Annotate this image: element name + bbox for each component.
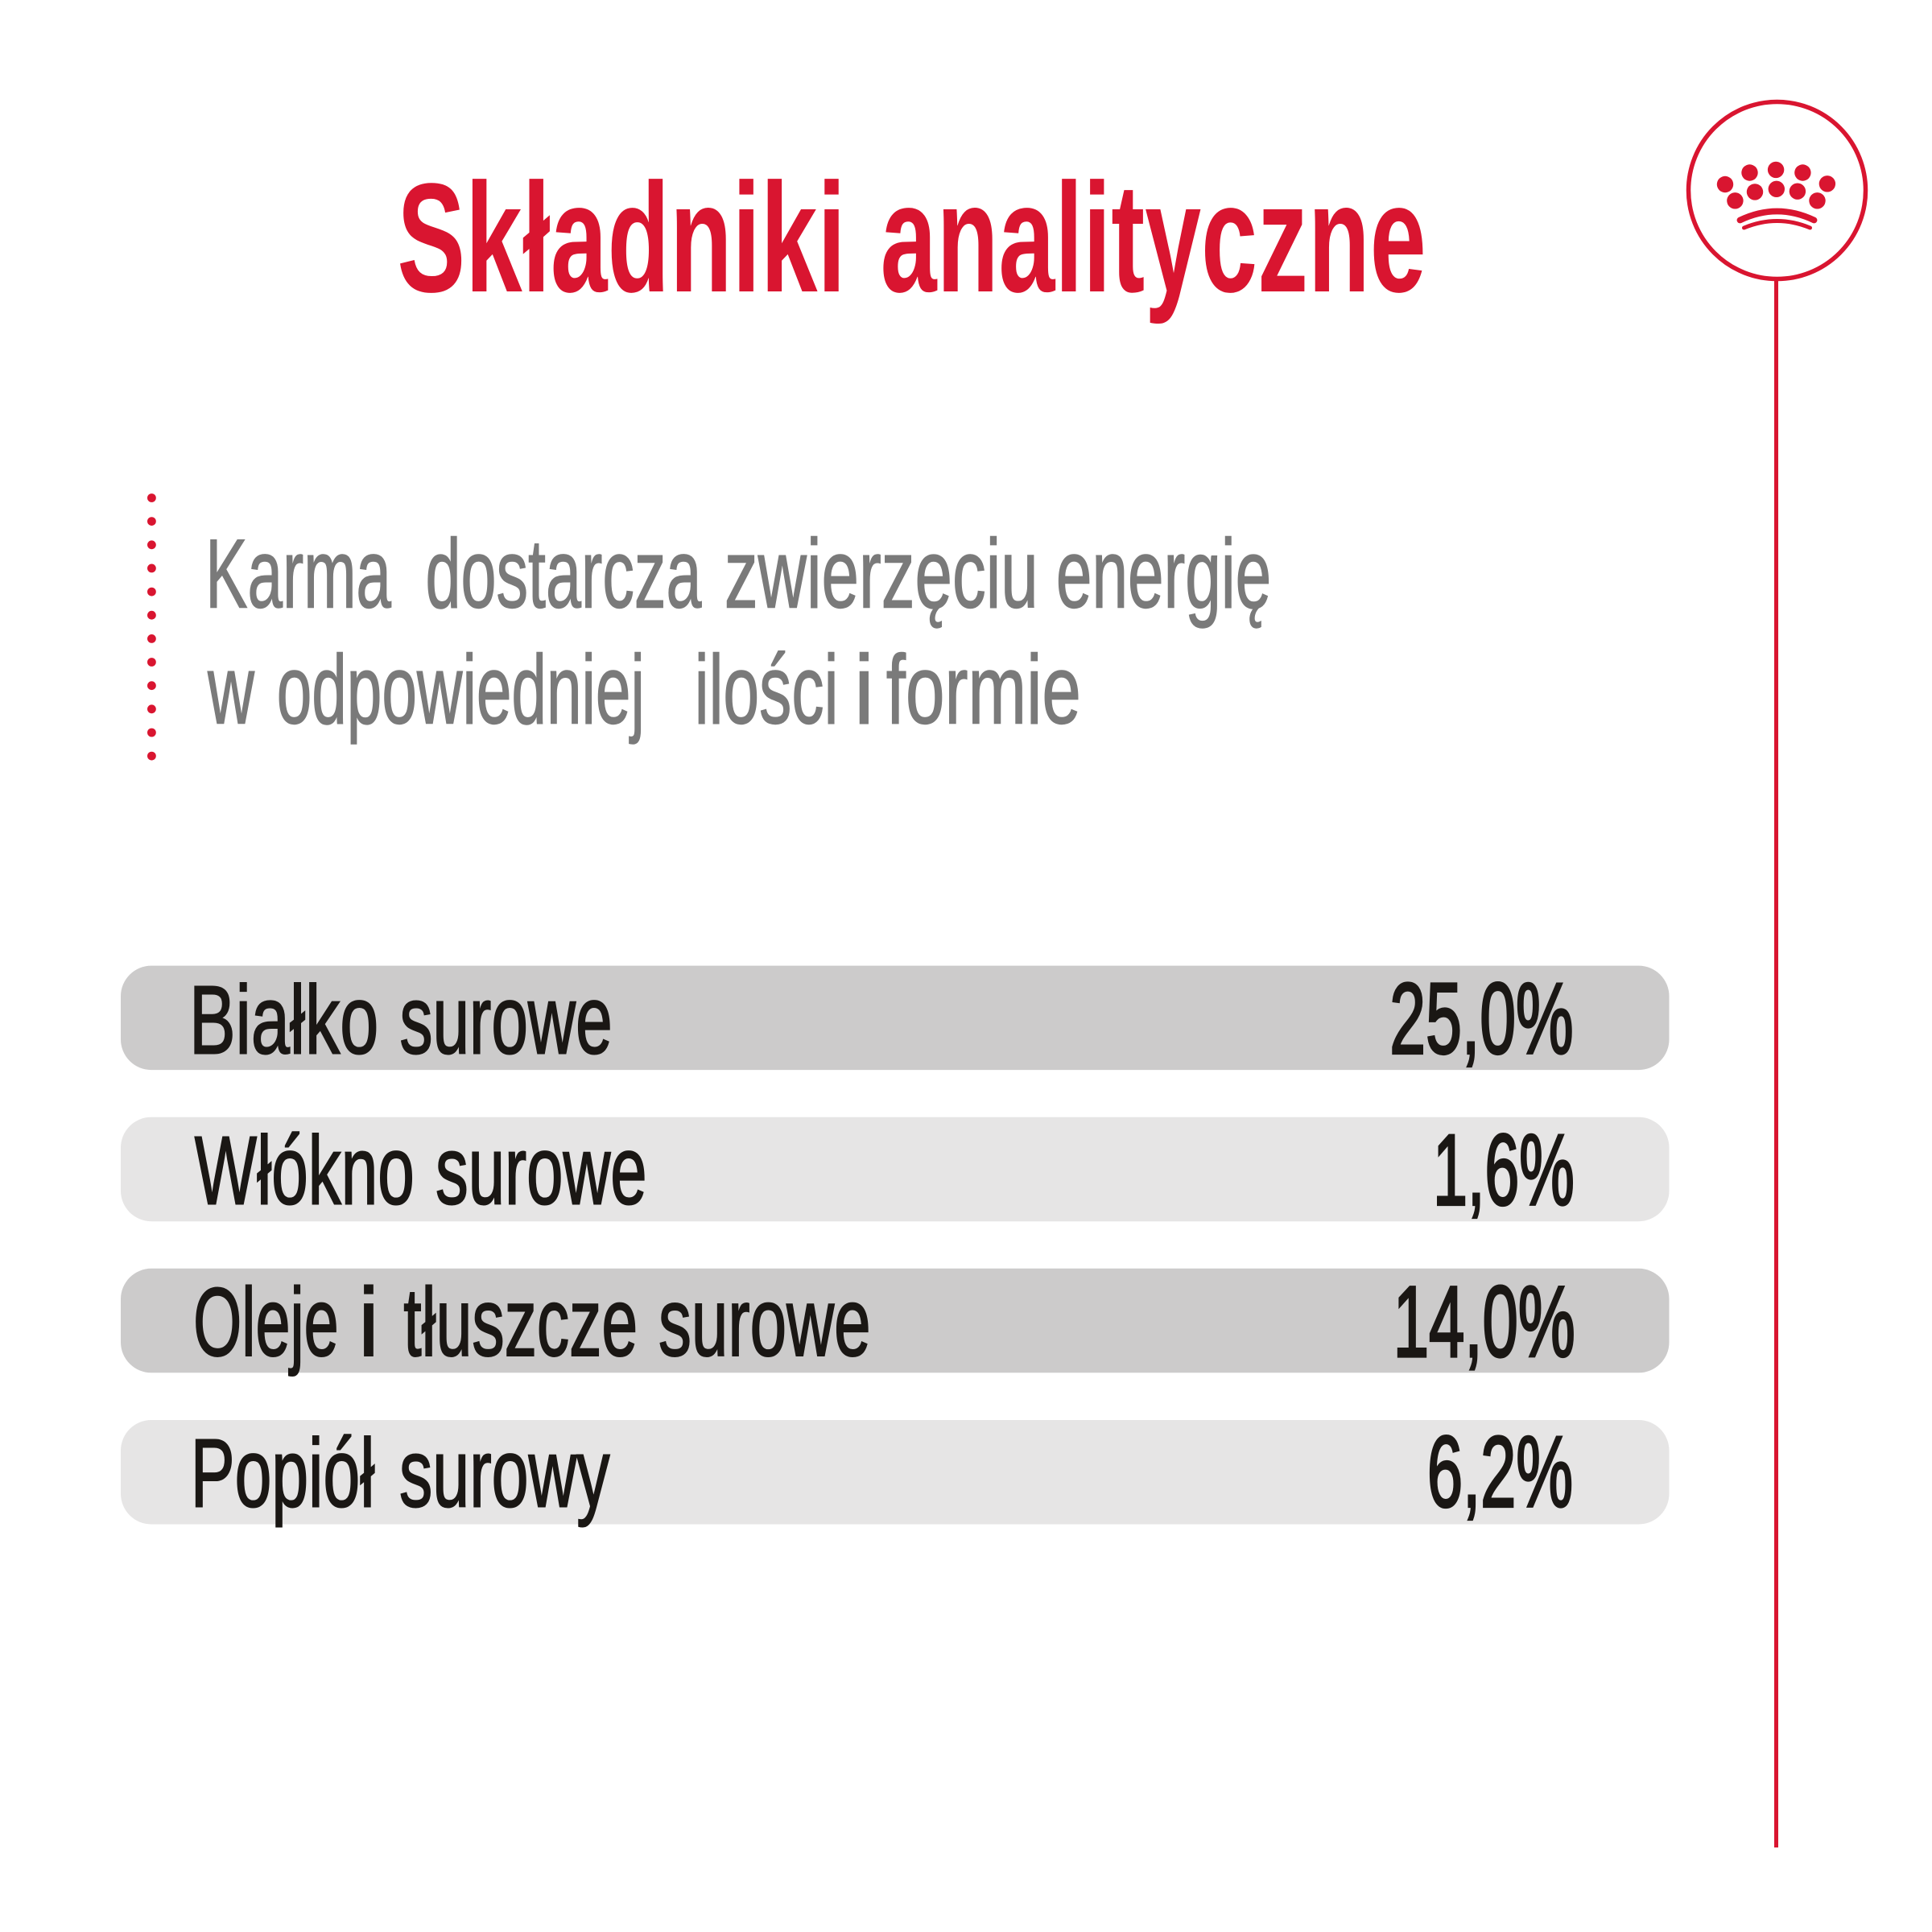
svg-text:Składniki: Składniki (397, 151, 845, 324)
svg-text:i: i (854, 634, 874, 744)
svg-text:1,6%: 1,6% (1433, 1115, 1575, 1227)
svg-text:formie: formie (886, 634, 1081, 744)
svg-text:energię: energię (1056, 519, 1271, 629)
svg-text:surowe: surowe (436, 1116, 647, 1225)
svg-text:Białko: Białko (189, 965, 378, 1075)
svg-text:odpowiedniej: odpowiedniej (277, 634, 645, 744)
svg-text:Oleje: Oleje (193, 1267, 339, 1377)
svg-text:Popiół: Popiół (191, 1418, 375, 1528)
svg-text:surowe: surowe (658, 1267, 871, 1377)
svg-text:zwierzęciu: zwierzęciu (724, 519, 1038, 629)
svg-text:Włókno: Włókno (195, 1116, 415, 1225)
svg-text:surowe: surowe (400, 965, 613, 1075)
svg-text:w: w (207, 634, 254, 744)
svg-text:Karma: Karma (205, 519, 391, 629)
svg-text:i: i (359, 1267, 379, 1377)
svg-text:dostarcza: dostarcza (426, 519, 702, 629)
svg-text:25,0%: 25,0% (1389, 964, 1573, 1075)
svg-text:analityczne: analityczne (881, 151, 1426, 324)
svg-text:14,0%: 14,0% (1393, 1266, 1575, 1378)
svg-text:surowy: surowy (399, 1418, 610, 1528)
svg-text:6,2%: 6,2% (1427, 1417, 1573, 1529)
svg-text:ilości: ilości (695, 634, 839, 744)
svg-text:tłuszcze: tłuszcze (403, 1267, 638, 1377)
